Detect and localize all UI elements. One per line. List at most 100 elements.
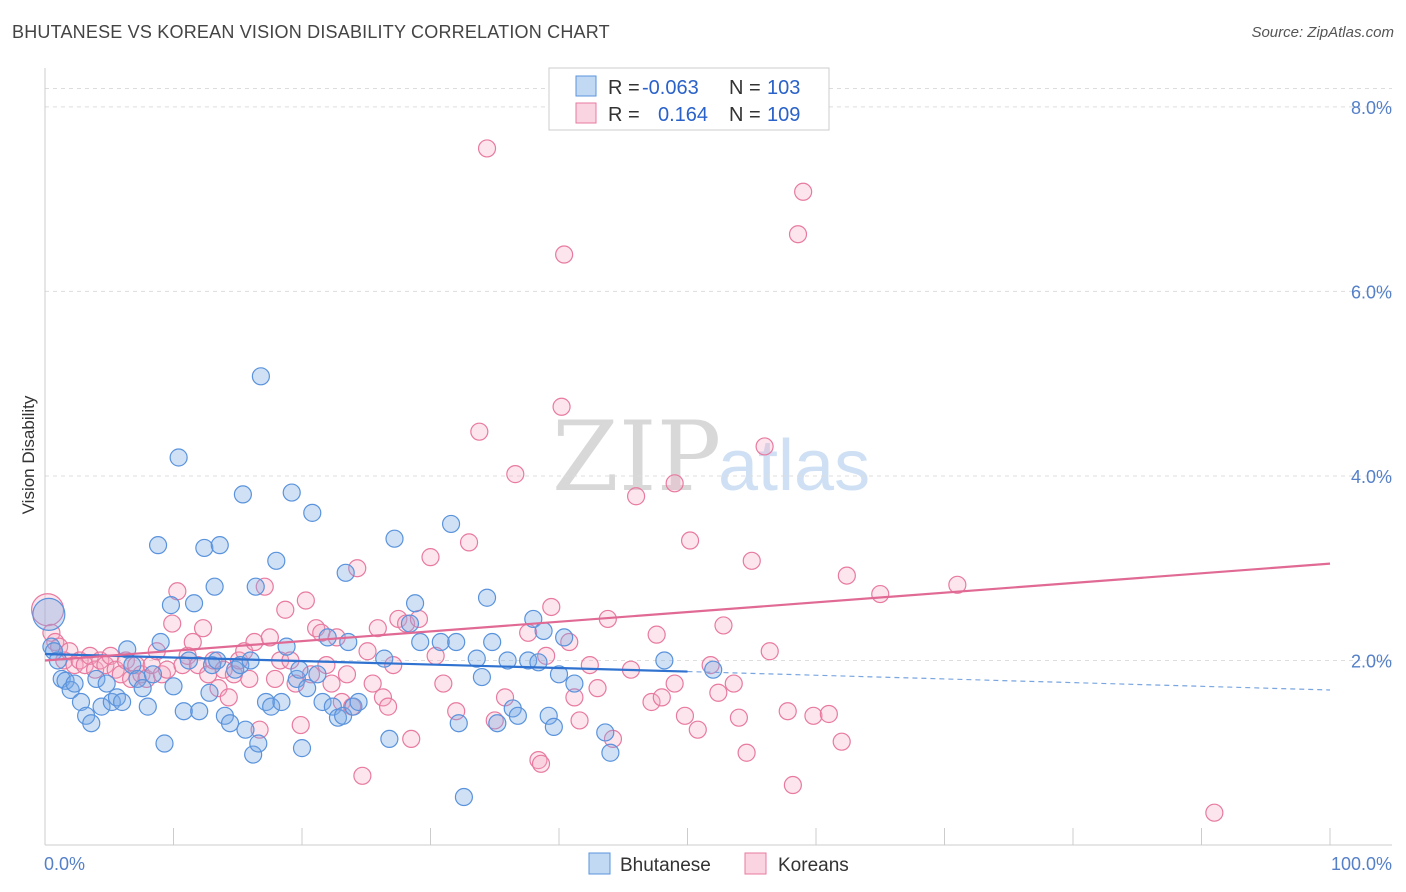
chart-title: BHUTANESE VS KOREAN VISION DISABILITY CO… xyxy=(12,22,610,42)
koreans-point-104 xyxy=(680,531,700,550)
koreans-point-94 xyxy=(588,679,607,698)
bhutanese-point-96 xyxy=(549,665,569,684)
koreans-point-61 xyxy=(348,559,367,578)
bhutanese-point-62 xyxy=(313,692,332,712)
bhutanese-point-8 xyxy=(71,692,91,712)
koreans-point-101 xyxy=(652,688,671,707)
koreans-point-123 xyxy=(871,584,890,604)
koreans-point-92 xyxy=(570,711,589,730)
bhutanese-point-26 xyxy=(161,596,181,615)
bhutanese-point-97 xyxy=(555,628,574,647)
bhutanese-point-54 xyxy=(277,637,296,656)
koreans-point-52 xyxy=(301,665,321,684)
bhutanese-point-99 xyxy=(596,723,615,742)
bhutanese-point-46 xyxy=(244,745,263,764)
x-tick-label-0: 0.0% xyxy=(44,854,85,874)
bhutanese-point-23 xyxy=(148,536,168,555)
bhutanese-point-73 xyxy=(385,529,404,548)
bhutanese-point-52 xyxy=(267,551,286,570)
bhutanese-point-34 xyxy=(200,683,219,702)
bottom-legend: Bhutanese Koreans xyxy=(588,852,849,876)
koreans-point-91 xyxy=(565,688,584,707)
bhutanese-point-57 xyxy=(290,660,309,679)
koreans-point-113 xyxy=(755,437,774,456)
koreans-point-71 xyxy=(402,729,421,748)
bhutanese-point-60 xyxy=(303,503,322,522)
koreans-point-117 xyxy=(788,225,808,244)
bhutanese-point-66 xyxy=(334,706,353,725)
koreans-point-119 xyxy=(804,706,823,725)
y-tick-label-2: 6.0% xyxy=(1351,282,1392,302)
bhutanese-point-12 xyxy=(92,697,111,716)
bhutanese-point-21 xyxy=(138,697,157,716)
koreans-point-107 xyxy=(709,683,728,702)
koreans-point-40 xyxy=(240,669,259,689)
bhutanese-point-20 xyxy=(133,679,152,698)
bottom-legend-swatch-bhutanese xyxy=(588,852,611,875)
koreans-point-79 xyxy=(477,139,497,158)
koreans-point-45 xyxy=(265,669,285,689)
koreans-point-100 xyxy=(647,625,666,644)
legend-r-value-1: -0.063 xyxy=(642,77,699,99)
koreans-point-75 xyxy=(434,674,453,693)
koreans-point-47 xyxy=(276,600,295,619)
koreans-point-68 xyxy=(384,655,403,675)
bhutanese-point-13 xyxy=(97,674,116,693)
koreans-point-88 xyxy=(552,397,571,416)
bhutanese-point-22 xyxy=(143,665,163,684)
y-tick-label-1: 4.0% xyxy=(1351,467,1392,487)
bhutanese-points xyxy=(32,367,723,807)
trend-lines xyxy=(44,562,1331,691)
bhutanese-point-82 xyxy=(467,649,486,668)
koreans-point-78 xyxy=(470,422,489,441)
bhutanese-point-16 xyxy=(112,692,132,712)
koreans-point-36 xyxy=(219,688,238,707)
bhutanese-point-87 xyxy=(498,651,517,670)
koreans-point-63 xyxy=(358,642,377,661)
bhutanese-point-42 xyxy=(231,655,250,675)
koreans-point-77 xyxy=(459,533,479,552)
bhutanese-point-30 xyxy=(179,651,199,670)
bhutanese-point-64 xyxy=(323,697,342,716)
legend-r-label-1: R = xyxy=(608,77,640,99)
bhutanese-point-59 xyxy=(298,679,317,698)
koreans-point-115 xyxy=(778,702,797,721)
bhutanese-point-53 xyxy=(272,692,291,712)
bhutanese-point-36 xyxy=(205,577,224,596)
bhutanese-point-94 xyxy=(539,706,558,725)
bhutanese-point-33 xyxy=(195,538,214,558)
bhutanese-point-40 xyxy=(220,714,240,733)
bhutanese-point-25 xyxy=(155,734,174,753)
bhutanese-point-49 xyxy=(251,367,270,386)
legend-n-value-1: 103 xyxy=(767,77,800,99)
bhutanese-point-86 xyxy=(488,714,507,733)
bhutanese-point-89 xyxy=(508,706,527,725)
koreans-point-29 xyxy=(183,632,202,652)
bhutanese-point-51 xyxy=(262,697,281,716)
bhutanese-point-7 xyxy=(65,674,84,693)
koreans-point-85 xyxy=(531,754,551,773)
koreans-point-105 xyxy=(688,720,707,739)
koreans-points xyxy=(30,139,1224,822)
koreans-point-109 xyxy=(724,674,743,693)
bhutanese-point-93 xyxy=(534,621,553,641)
bhutanese-point-101 xyxy=(655,651,674,670)
legend-swatch-bhutanese xyxy=(575,75,597,97)
koreans-point-116 xyxy=(783,775,802,795)
bhutanese-point-28 xyxy=(169,448,188,467)
bhutanese-point-44 xyxy=(236,720,255,739)
koreans-point-103 xyxy=(675,706,695,725)
bhutanese-trend-extension xyxy=(687,670,1331,691)
bhutanese-point-0 xyxy=(32,597,66,631)
koreans-point-42 xyxy=(250,720,269,739)
bottom-legend-koreans: Koreans xyxy=(778,855,849,876)
koreans-point-99 xyxy=(642,692,661,712)
koreans-point-67 xyxy=(378,697,398,716)
bhutanese-point-80 xyxy=(449,714,468,733)
bhutanese-point-70 xyxy=(349,692,368,712)
legend-n-label-2: N = xyxy=(729,104,761,126)
koreans-point-118 xyxy=(794,182,813,201)
koreans-point-44 xyxy=(260,628,279,647)
bhutanese-trend-line xyxy=(44,652,688,673)
bhutanese-point-79 xyxy=(447,632,466,652)
